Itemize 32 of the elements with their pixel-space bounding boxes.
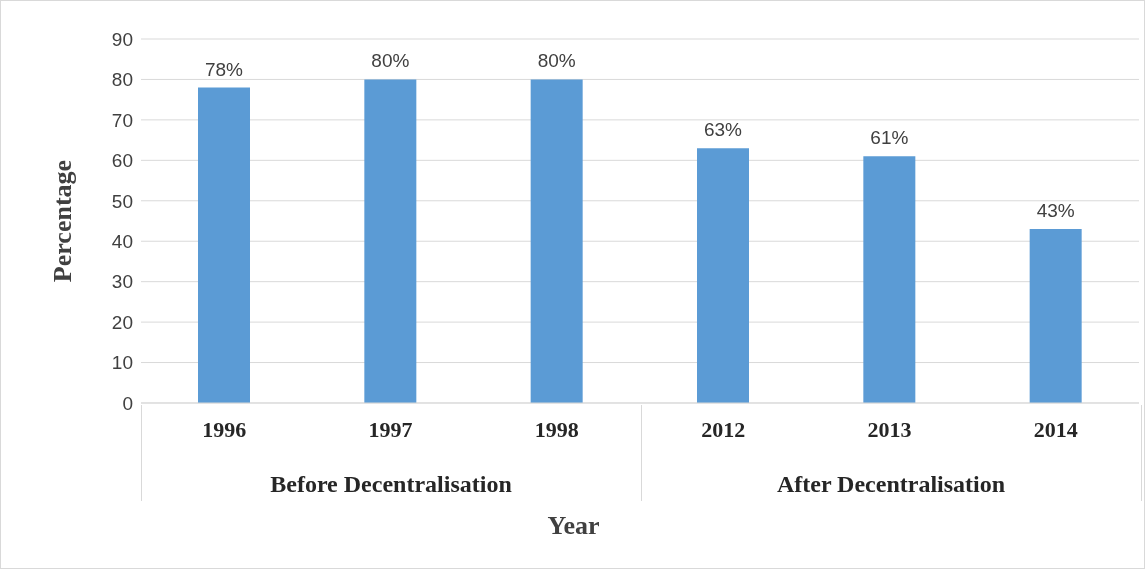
y-tick-label: 40	[111, 230, 133, 252]
text: After Decentralisation	[775, 471, 1007, 498]
y-tick-label: 80	[111, 69, 133, 91]
x-tick-label: 2014	[1033, 416, 1078, 442]
y-tick-label: 60	[111, 150, 133, 172]
x-tick-label: 2012	[701, 416, 746, 442]
y-tick-label: 70	[111, 109, 133, 131]
bar	[530, 79, 583, 403]
x-tick-label: 1998	[534, 416, 579, 442]
x-tick-label: 1997	[368, 416, 413, 442]
bar	[198, 87, 250, 403]
data-label: 80%	[537, 50, 576, 72]
y-tick-label: 10	[111, 352, 133, 374]
data-label: 43%	[1036, 200, 1075, 222]
text: Before Decentralisation	[269, 471, 513, 498]
x-tick-label: 1996	[202, 416, 247, 442]
data-label: 63%	[703, 119, 743, 141]
y-tick-label: 90	[111, 28, 133, 50]
data-label: 61%	[870, 127, 909, 149]
y-tick-label: 0	[122, 392, 133, 414]
bar	[1029, 229, 1082, 403]
y-tick-label: 50	[111, 190, 133, 212]
x-axis-title: Year	[546, 511, 601, 541]
bar	[364, 79, 417, 403]
y-axis-title: Percentage	[48, 158, 78, 285]
data-label: 78%	[204, 58, 244, 80]
data-label: 80%	[371, 50, 410, 72]
x-tick-label: 2013	[867, 416, 912, 442]
bar	[863, 156, 916, 403]
bar	[697, 148, 749, 403]
y-tick-label: 20	[111, 311, 133, 333]
y-tick-label: 30	[111, 271, 133, 293]
